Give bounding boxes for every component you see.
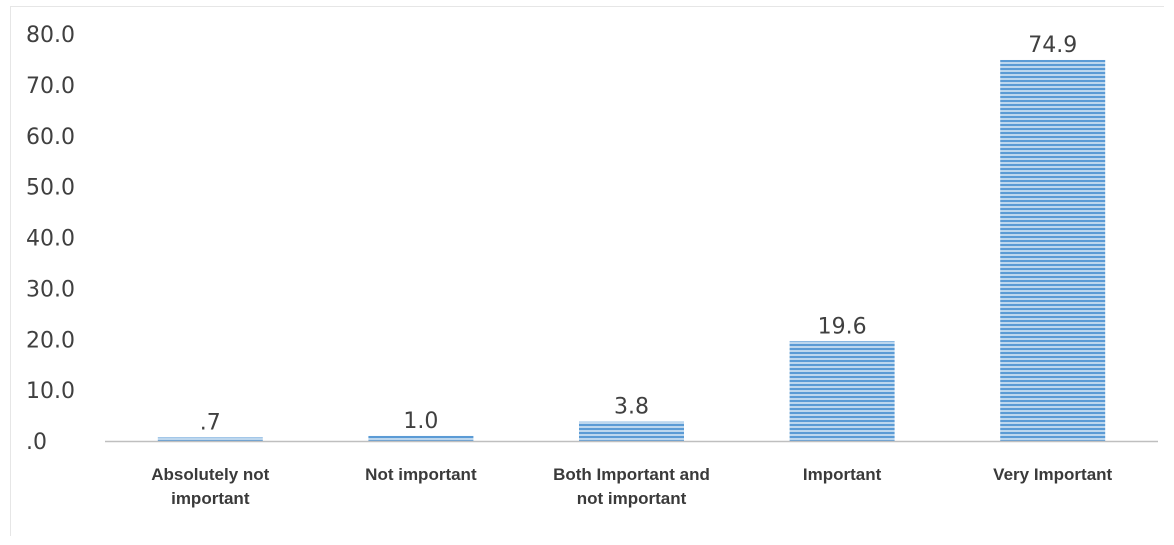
y-tick-label: 60.0 [26,125,75,150]
category-label: Important [803,465,882,484]
y-tick-label: 10.0 [26,379,75,404]
x-axis: Absolutely not important Not important Both… [105,440,1158,508]
value-label: 1.0 [403,409,438,434]
value-label: 3.8 [614,395,649,420]
category-label: Both Important and not important [553,465,710,508]
y-tick-label: 80.0 [26,23,75,48]
y-tick-label: 70.0 [26,74,75,99]
y-tick-label: 20.0 [26,328,75,353]
bar [1000,59,1106,441]
value-label: 19.6 [818,314,867,339]
bar [368,435,474,441]
category-label: Not important [365,465,477,484]
y-tick-label: .0 [26,430,47,455]
category-label-line: Very Important [993,465,1112,484]
bar [789,341,895,441]
category-label-line: Both Important and [553,465,710,484]
category-label-line: Not important [365,465,477,484]
category-label: Absolutely not important [151,465,269,508]
value-labels: .7 1.0 3.8 19.6 74.9 [200,33,1077,435]
y-axis: .0 10.0 20.0 30.0 40.0 50.0 60.0 70.0 80.0 [26,23,75,455]
category-label-line: important [171,489,250,508]
category-label-line: Absolutely not [151,465,269,484]
value-label: 74.9 [1028,33,1077,58]
value-label: .7 [200,410,221,435]
category-label: Very Important [993,465,1112,484]
bar [157,437,263,441]
bars [157,59,1106,441]
y-tick-label: 40.0 [26,227,75,252]
category-label-line: not important [577,489,687,508]
bar [579,421,684,441]
chart-frame [10,6,1164,536]
y-tick-label: 50.0 [26,176,75,201]
category-label-line: Important [803,465,882,484]
y-tick-label: 30.0 [26,277,75,302]
